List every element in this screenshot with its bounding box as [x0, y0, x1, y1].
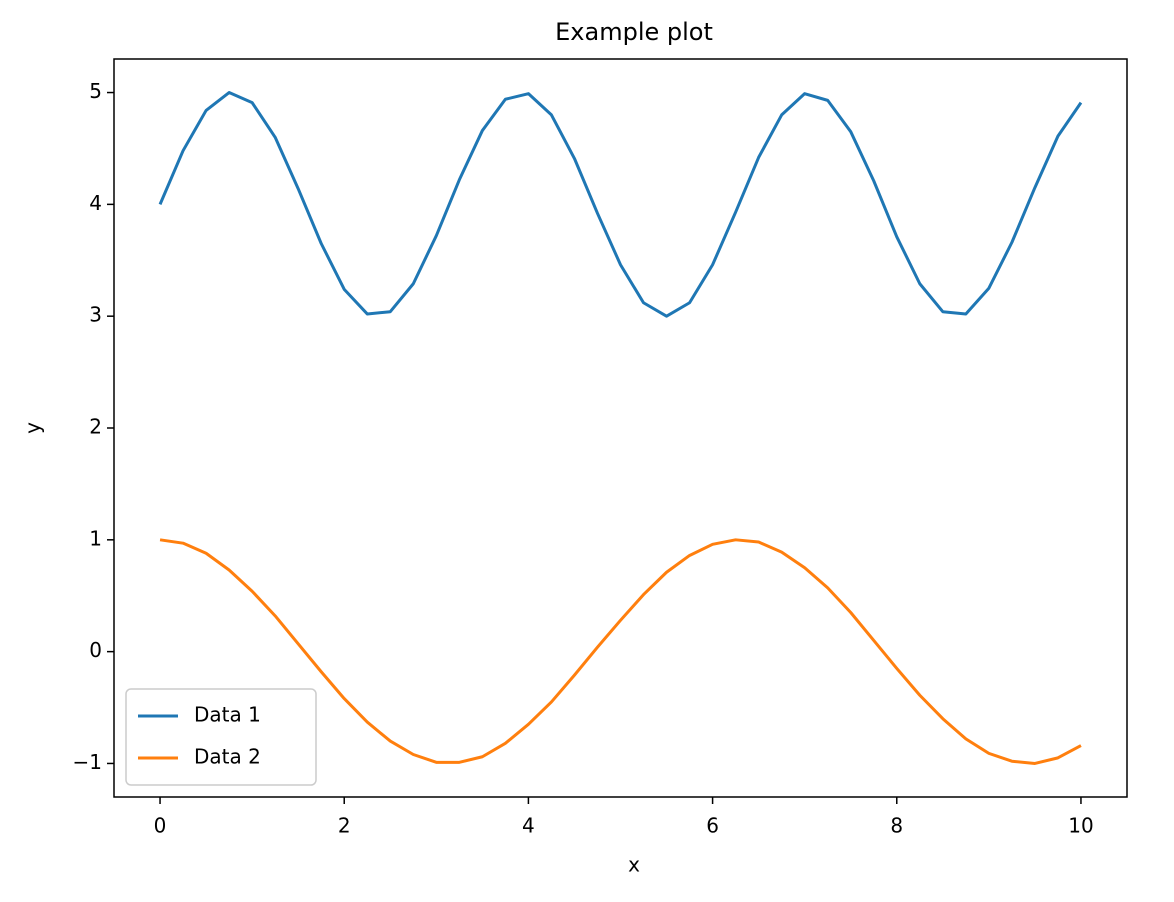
plot-frame — [113, 58, 1128, 798]
x-tick-label: 10 — [1068, 814, 1093, 838]
legend-label: Data 1 — [194, 703, 261, 727]
y-tick-label: 5 — [89, 79, 102, 103]
chart-title: Example plot — [555, 18, 713, 46]
x-axis-label: x — [628, 853, 640, 877]
legend-box — [125, 688, 317, 786]
x-tick-label: 6 — [706, 814, 719, 838]
x-tick-label: 8 — [890, 814, 903, 838]
y-tick-label: 0 — [89, 638, 102, 662]
y-tick-label: −1 — [73, 750, 102, 774]
x-tick-label: 2 — [338, 814, 351, 838]
x-tick-label: 4 — [522, 814, 535, 838]
y-tick-label: 2 — [89, 415, 102, 439]
y-tick-label: 4 — [89, 191, 102, 215]
data-line — [159, 538, 1082, 765]
y-tick-label: 1 — [89, 526, 102, 550]
data-line — [158, 91, 1083, 318]
x-tick-label: 0 — [154, 814, 167, 838]
y-tick-label: 3 — [89, 303, 102, 327]
y-axis-label: y — [21, 422, 45, 434]
legend-label: Data 2 — [194, 745, 261, 769]
